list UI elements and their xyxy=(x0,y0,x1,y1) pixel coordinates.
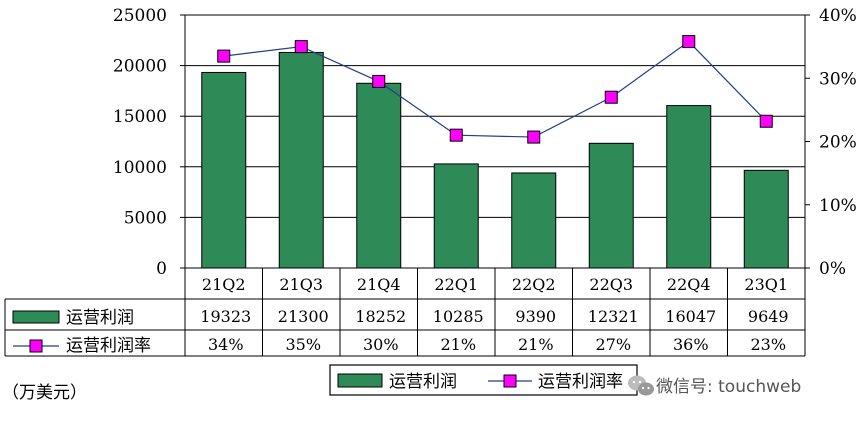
bar-22Q2 xyxy=(511,172,557,269)
profit-value: 10285 xyxy=(433,307,484,326)
bar-21Q2 xyxy=(201,71,247,269)
margin-marker-21Q2 xyxy=(217,49,231,63)
legend-bar-label: 运营利润 xyxy=(389,372,457,392)
margin-marker-23Q1 xyxy=(759,114,773,128)
bar-23Q1 xyxy=(743,169,789,269)
bar-22Q3 xyxy=(588,142,634,269)
watermark-text: 微信号: touchweb xyxy=(656,377,801,397)
margin-marker-22Q2 xyxy=(527,130,541,144)
left-tick-label: 0 xyxy=(156,259,167,279)
left-tick-label: 5000 xyxy=(124,208,167,228)
unit-label: （万美元） xyxy=(2,383,87,403)
category-label: 22Q1 xyxy=(434,275,478,294)
left-tick-label: 15000 xyxy=(113,107,167,127)
category-label: 21Q3 xyxy=(279,275,323,294)
profit-value: 19323 xyxy=(200,307,251,326)
left-tick-label: 10000 xyxy=(113,158,167,178)
legend-line-label: 运营利润率 xyxy=(538,372,623,392)
left-tick-label: 20000 xyxy=(113,57,167,77)
right-tick-label: 30% xyxy=(819,69,857,89)
bar-22Q1 xyxy=(433,163,479,269)
right-tick-label: 40% xyxy=(819,6,857,26)
category-label: 22Q3 xyxy=(589,275,633,294)
profit-row-key xyxy=(12,310,60,324)
profit-value: 9390 xyxy=(515,307,556,326)
data-table: 21Q2 19323 34% 21Q3 21300 35% 21Q4 18252 30% 22Q1… xyxy=(4,267,806,357)
profit-value: 16047 xyxy=(665,307,716,326)
profit-value: 18252 xyxy=(355,307,406,326)
margin-line xyxy=(223,40,767,138)
category-label: 21Q2 xyxy=(202,275,246,294)
bar-21Q3 xyxy=(278,51,324,269)
margin-value: 21% xyxy=(440,335,476,354)
margin-value: 21% xyxy=(518,335,554,354)
margin-row-key-marker xyxy=(29,339,43,353)
margin-value: 30% xyxy=(363,335,399,354)
margin-value: 27% xyxy=(595,335,631,354)
margin-value: 36% xyxy=(673,335,709,354)
margin-row-label: 运营利润率 xyxy=(66,336,151,356)
margin-marker-21Q3 xyxy=(294,40,308,54)
bar-21Q4 xyxy=(356,82,402,269)
right-tick-label: 0% xyxy=(819,259,846,279)
category-label: 22Q2 xyxy=(512,275,556,294)
axes: 25000 20000 15000 10000 5000 0 40% 30% 20% 10% 0% xyxy=(113,6,857,279)
margin-value: 35% xyxy=(285,335,321,354)
margin-marker-22Q1 xyxy=(449,128,463,142)
margin-marker-22Q3 xyxy=(604,90,618,104)
watermark: 微信号: touchweb xyxy=(628,375,801,397)
wechat-icon xyxy=(628,375,654,396)
margin-value: 23% xyxy=(750,335,786,354)
profit-value: 12321 xyxy=(588,307,639,326)
profit-value: 21300 xyxy=(278,307,329,326)
left-tick-label: 25000 xyxy=(113,6,167,26)
category-label: 22Q4 xyxy=(667,275,711,294)
profit-row-label: 运营利润 xyxy=(66,308,134,328)
margin-marker-22Q4 xyxy=(682,35,696,49)
margin-marker-21Q4 xyxy=(372,74,386,88)
legend: 运营利润 运营利润率 xyxy=(329,364,638,396)
profit-value: 9649 xyxy=(748,307,789,326)
category-label: 23Q1 xyxy=(744,275,788,294)
bar-series xyxy=(201,51,789,269)
right-tick-label: 10% xyxy=(819,196,857,216)
margin-value: 34% xyxy=(208,335,244,354)
right-tick-label: 20% xyxy=(819,133,857,153)
legend-line-marker xyxy=(503,374,517,388)
line-series xyxy=(217,35,773,144)
legend-bar-swatch xyxy=(337,373,383,388)
bar-22Q4 xyxy=(666,105,712,269)
category-label: 21Q4 xyxy=(357,275,401,294)
grid-lines xyxy=(185,14,805,218)
